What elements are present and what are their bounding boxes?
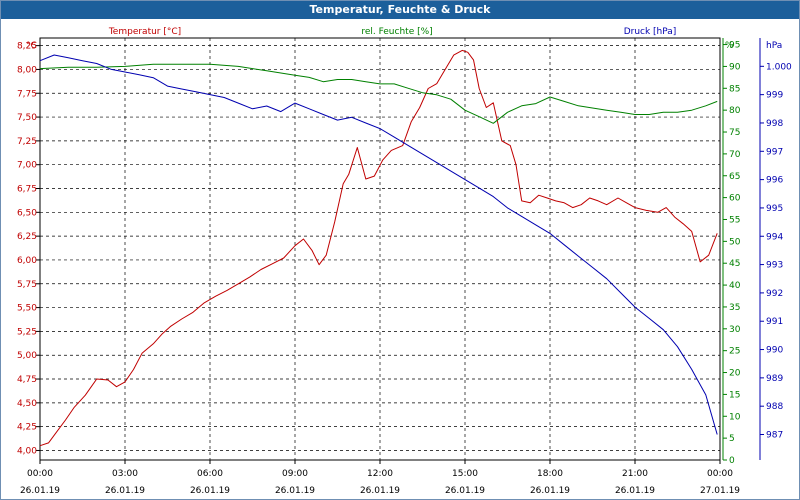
left-tick-label: 6,25 — [17, 232, 37, 242]
humidity-tick-label: 20 — [729, 369, 741, 379]
x-tick-date: 26.01.19 — [615, 486, 655, 496]
legend-temperature: Temperatur [°C] — [108, 27, 181, 37]
left-tick-label: 7,50 — [17, 113, 37, 123]
x-tick-time: 18:00 — [537, 469, 563, 479]
humidity-tick-label: 45 — [729, 259, 740, 269]
left-tick-label: 4,00 — [17, 446, 37, 456]
left-tick-label: 7,25 — [17, 137, 37, 147]
pressure-tick-label: 988 — [766, 402, 783, 412]
left-tick-label: 4,25 — [17, 423, 37, 433]
x-tick-date: 27.01.19 — [700, 486, 740, 496]
pressure-tick-label: 995 — [766, 204, 783, 214]
x-tick-time: 15:00 — [452, 469, 478, 479]
pressure-tick-label: 992 — [766, 289, 783, 299]
series-lines — [39, 49, 718, 447]
pressure-tick-label: 996 — [766, 176, 783, 186]
pressure-tick-label: 994 — [766, 232, 783, 242]
left-tick-label: 5,25 — [17, 327, 37, 337]
pressure-axis-unit: hPa — [766, 41, 782, 51]
pressure-tick-label: 990 — [766, 346, 783, 356]
x-tick-time: 03:00 — [112, 469, 138, 479]
humidity-tick-label: 60 — [729, 194, 741, 204]
temperature-line — [39, 49, 718, 447]
x-tick-date: 26.01.19 — [275, 486, 315, 496]
humidity-tick-label: 0 — [729, 456, 735, 466]
tick-labels: 8,25 8,00 7,75 7,50 7,25 7,00 6,75 6,50 6,25 6,00… — [17, 41, 792, 496]
x-tick-date: 26.01.19 — [360, 486, 400, 496]
x-tick-date: 26.01.19 — [530, 486, 570, 496]
x-tick-date: 26.01.19 — [105, 486, 145, 496]
x-tick-time: 00:00 — [27, 469, 53, 479]
left-tick-label: 6,50 — [17, 208, 37, 218]
humidity-tick-label: 40 — [729, 281, 741, 291]
window-title: Temperatur, Feuchte & Druck — [1, 1, 799, 19]
left-tick-label: 7,00 — [17, 161, 37, 171]
humidity-tick-label: 35 — [729, 303, 740, 313]
humidity-tick-label: 90 — [729, 62, 741, 72]
humidity-tick-label: 65 — [729, 172, 740, 182]
humidity-tick-label: 95 — [729, 41, 740, 51]
left-tick-label: 8,25 — [17, 42, 37, 52]
gridlines — [40, 38, 720, 460]
x-tick-time: 09:00 — [282, 469, 308, 479]
axes — [36, 37, 764, 464]
humidity-tick-label: 5 — [729, 434, 735, 444]
pressure-tick-label: 1.000 — [766, 62, 792, 72]
left-tick-label: 7,75 — [17, 89, 37, 99]
legend-pressure: Druck [hPa] — [624, 27, 677, 37]
left-tick-label: 8,00 — [17, 65, 37, 75]
x-tick-time: 00:00 — [707, 469, 733, 479]
x-tick-time: 06:00 — [197, 469, 223, 479]
pressure-tick-label: 999 — [766, 91, 783, 101]
left-tick-label: 6,00 — [17, 256, 37, 266]
pressure-tick-label: 991 — [766, 317, 783, 327]
x-tick-time: 21:00 — [622, 469, 648, 479]
humidity-tick-label: 15 — [729, 390, 740, 400]
humidity-tick-label: 10 — [729, 412, 741, 422]
humidity-tick-label: 30 — [729, 325, 741, 335]
humidity-tick-label: 25 — [729, 347, 740, 357]
x-tick-date: 26.01.19 — [445, 486, 485, 496]
humidity-tick-label: 55 — [729, 215, 740, 225]
pressure-tick-label: 997 — [766, 147, 783, 157]
humidity-axis-unit: % — [725, 41, 734, 51]
pressure-tick-label: 998 — [766, 119, 783, 129]
pressure-tick-label: 993 — [766, 261, 783, 271]
humidity-tick-label: 75 — [729, 128, 740, 138]
pressure-tick-label: 989 — [766, 374, 783, 384]
left-tick-label: 5,75 — [17, 280, 37, 290]
legend-humidity: rel. Feuchte [%] — [361, 27, 432, 37]
humidity-line — [39, 63, 718, 124]
x-tick-date: 26.01.19 — [20, 486, 60, 496]
x-tick-date: 26.01.19 — [190, 486, 230, 496]
pressure-tick-label: 987 — [766, 431, 783, 441]
humidity-tick-label: 70 — [729, 150, 741, 160]
left-tick-label: 6,75 — [17, 185, 37, 195]
x-tick-time: 12:00 — [367, 469, 393, 479]
left-tick-label: 4,50 — [17, 399, 37, 409]
left-tick-label: 5,00 — [17, 351, 37, 361]
left-tick-label: 4,75 — [17, 375, 37, 385]
humidity-tick-label: 50 — [729, 237, 741, 247]
left-tick-label: 5,50 — [17, 304, 37, 314]
left-axis-unit: °C — [26, 41, 37, 51]
humidity-tick-label: 80 — [729, 106, 741, 116]
humidity-tick-label: 85 — [729, 84, 740, 94]
pressure-line — [39, 54, 718, 435]
